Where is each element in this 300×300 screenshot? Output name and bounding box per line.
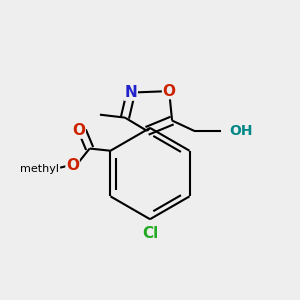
Text: OH: OH — [230, 124, 253, 138]
Text: methyl: methyl — [20, 164, 59, 174]
Text: O: O — [72, 123, 85, 138]
Text: O: O — [163, 84, 176, 99]
Text: Cl: Cl — [142, 226, 158, 242]
Text: O: O — [66, 158, 79, 173]
Text: N: N — [124, 85, 137, 100]
